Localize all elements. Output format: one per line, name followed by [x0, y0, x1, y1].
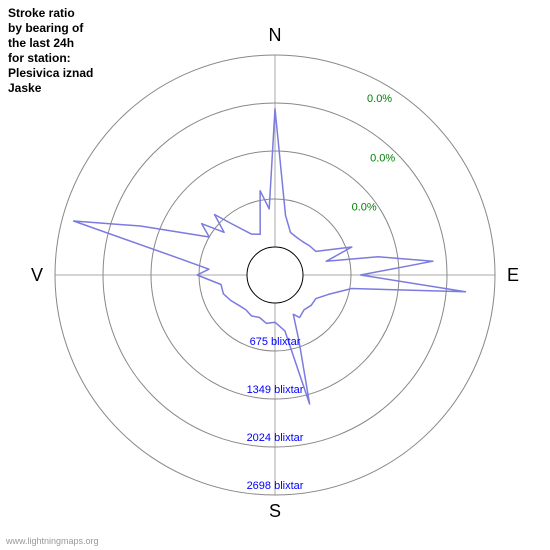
polar-chart: 675 blixtar 1349 blixtar 2024 blixtar 2698 … — [0, 0, 550, 550]
percent-label: 0.0% — [352, 202, 377, 214]
cardinal-w: V — [31, 265, 43, 285]
cardinal-n: N — [269, 25, 282, 45]
footer-attribution: www.lightningmaps.org — [6, 536, 99, 546]
ring-label: 2698 blixtar — [247, 480, 304, 492]
percent-label: 0.0% — [367, 93, 392, 105]
center-hole — [247, 247, 303, 303]
cardinal-e: E — [507, 265, 519, 285]
ring-label: 1349 blixtar — [247, 384, 304, 396]
ring-label: 675 blixtar — [250, 336, 301, 348]
percent-label: 0.0% — [370, 153, 395, 165]
cardinal-s: S — [269, 501, 281, 521]
ring-label: 2024 blixtar — [247, 432, 304, 444]
